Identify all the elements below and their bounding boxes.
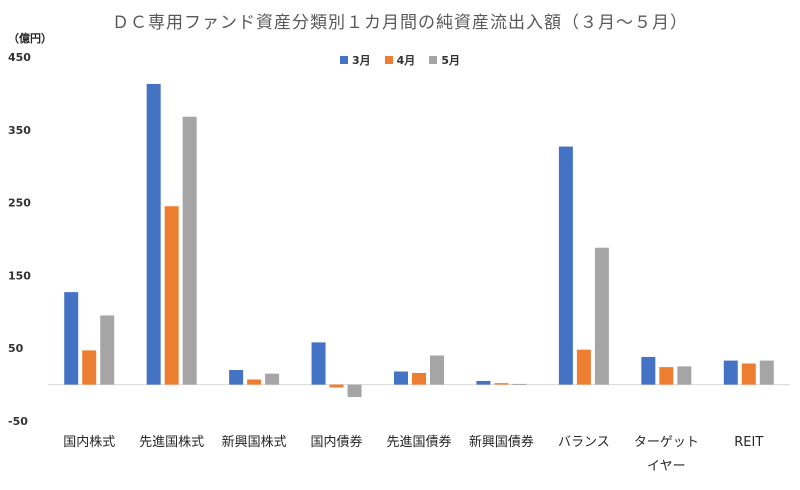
legend-swatch-may — [429, 56, 438, 64]
y-axis-unit-label: （億円） — [8, 32, 52, 45]
bar — [394, 371, 408, 385]
bar — [430, 355, 444, 385]
bar — [100, 315, 115, 385]
bar — [576, 349, 591, 385]
y-tick-label: -50 — [8, 415, 28, 428]
bar — [741, 363, 756, 385]
y-tick-label: 150 — [8, 269, 31, 282]
bar — [265, 373, 280, 385]
bar — [759, 360, 774, 385]
bar — [229, 370, 244, 385]
x-category-label: 新興国株式 — [222, 434, 287, 450]
x-category-label: イヤー — [647, 459, 686, 474]
legend-item-may: 5月 — [429, 52, 460, 68]
x-category-label: 新興国債券 — [469, 434, 534, 450]
legend-swatch-march — [340, 56, 348, 64]
bar — [723, 360, 738, 385]
y-tick-label: 450 — [8, 51, 31, 64]
x-category-label: 国内債券 — [311, 434, 363, 450]
bar — [329, 384, 344, 388]
x-category-label: バランス — [558, 435, 610, 450]
chart-title: ＤＣ専用ファンド資産分類別１カ月間の純資産流出入額（３月～５月） — [112, 13, 688, 33]
y-tick-label: 250 — [8, 197, 31, 210]
bar — [659, 367, 674, 385]
bar — [558, 146, 573, 385]
bar — [412, 372, 426, 385]
legend-item-march: 3月 — [340, 52, 371, 68]
legend-label-march: 3月 — [352, 54, 371, 67]
legend-label-may: 5月 — [441, 54, 460, 67]
bar — [164, 206, 179, 385]
legend-label-april: 4月 — [396, 54, 416, 67]
y-tick-label: 350 — [8, 124, 31, 137]
bar — [494, 383, 509, 385]
x-category-label: REIT — [734, 435, 763, 450]
legend-swatch-april — [384, 56, 393, 64]
bar — [347, 384, 362, 397]
bar — [476, 380, 491, 385]
legend: 3月 4月 5月 — [340, 52, 460, 68]
x-category-label: 国内株式 — [63, 434, 115, 450]
bar — [677, 366, 692, 385]
bar — [64, 292, 79, 385]
bar — [311, 342, 326, 385]
x-category-label: 先進国債券 — [386, 434, 451, 450]
bar — [82, 350, 97, 385]
bar — [512, 383, 527, 385]
bar — [247, 379, 262, 385]
x-category-label: ターゲット — [634, 435, 699, 450]
y-tick-label: 50 — [8, 342, 24, 355]
legend-item-april: 4月 — [384, 52, 416, 68]
bar — [594, 247, 609, 385]
bar — [182, 116, 197, 385]
x-category-label: 先進国株式 — [139, 435, 204, 450]
bar — [146, 83, 161, 385]
bar — [641, 356, 656, 385]
